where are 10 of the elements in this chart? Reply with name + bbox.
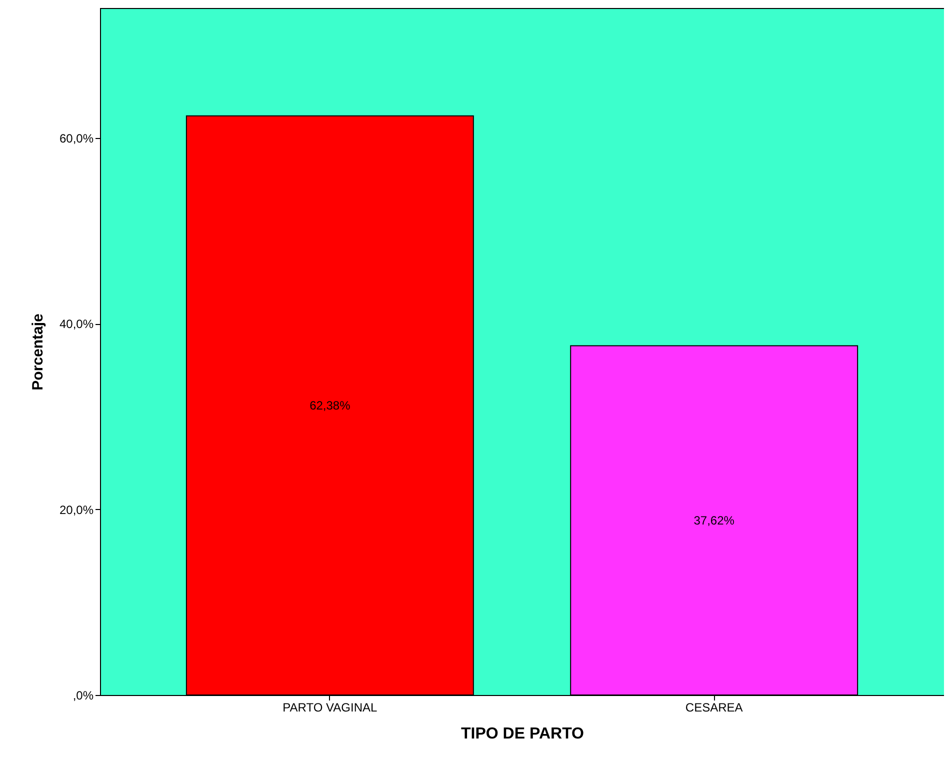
data-label: 62,38% xyxy=(310,398,351,412)
y-tick-label: 60,0% xyxy=(59,131,94,146)
y-axis-title: Porcentaje xyxy=(29,314,46,390)
x-axis-title: TIPO DE PARTO xyxy=(461,726,584,742)
y-tick-label: 40,0% xyxy=(59,317,94,332)
x-tick-label: PARTO VAGINAL xyxy=(282,700,378,714)
x-tick-label: CESAREA xyxy=(685,700,743,714)
y-tick-label: 20,0% xyxy=(59,502,94,517)
data-label: 37,62% xyxy=(694,513,735,528)
y-tick-label: ,0% xyxy=(72,688,94,702)
